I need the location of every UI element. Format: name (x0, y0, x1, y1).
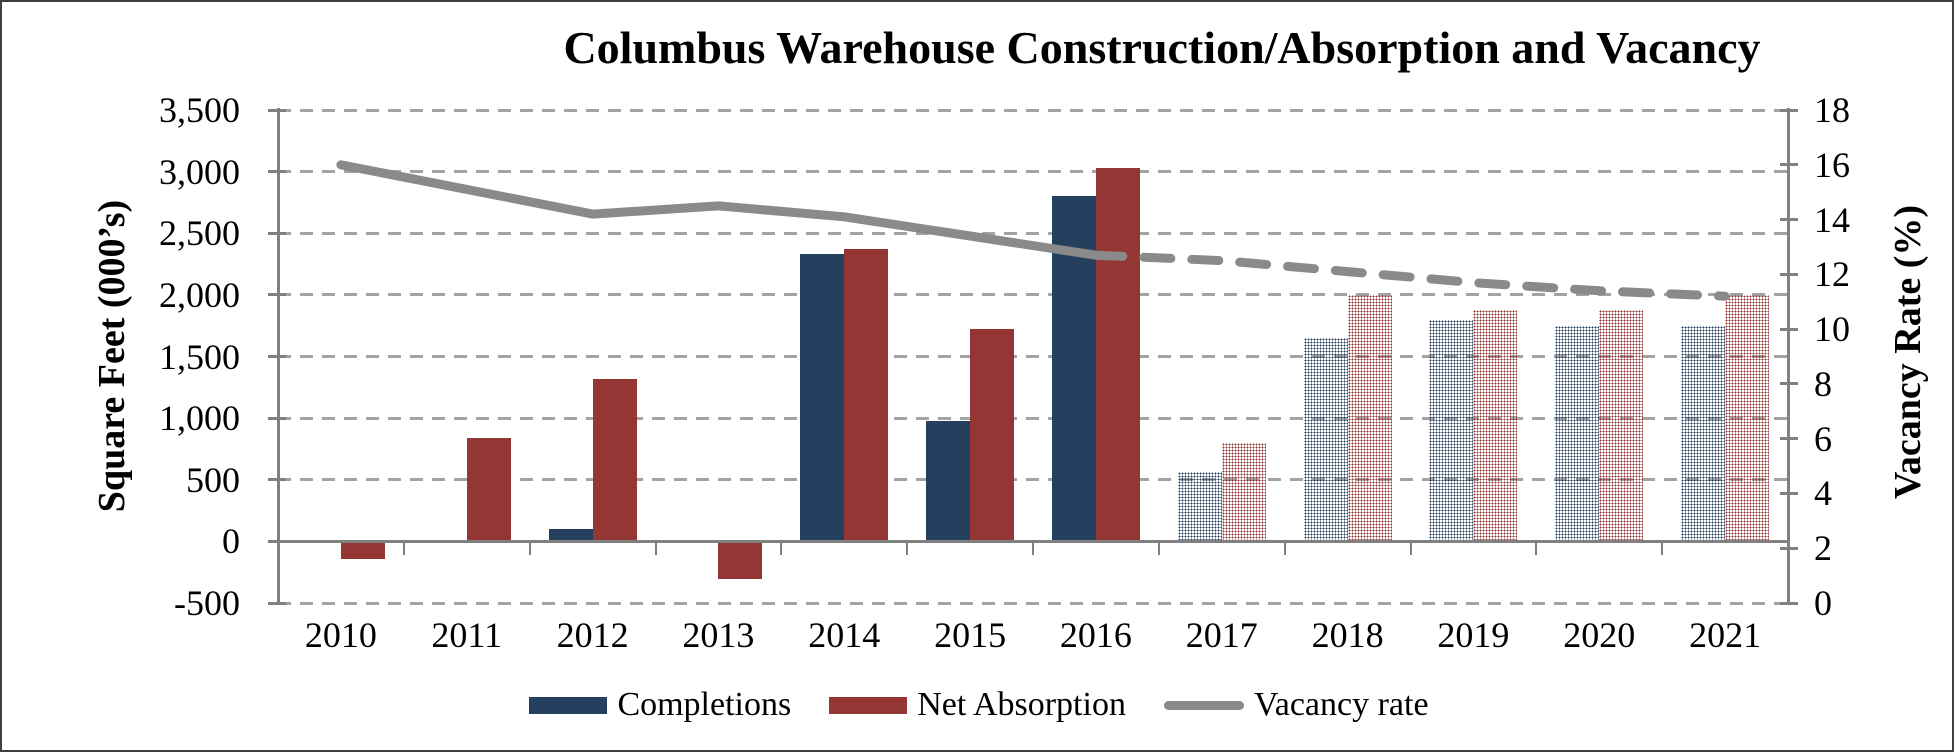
category-axis-tick (1787, 541, 1789, 556)
right-axis-tick-label: 8 (1814, 363, 1832, 404)
right-axis-tick-label: 16 (1814, 144, 1850, 185)
bar-completions-2015 (926, 420, 971, 542)
bar-net-absorption-2010 (340, 542, 385, 559)
category-axis-tick (1157, 541, 1160, 556)
legend: Completions Net Absorption Vacancy rate (432, 682, 1526, 728)
right-axis-tick-label: 6 (1814, 418, 1832, 459)
gridline (278, 601, 1788, 605)
category-axis-tick (906, 541, 909, 556)
left-axis-tick-label: 3,000 (159, 151, 240, 192)
category-axis-tick (1661, 541, 1664, 556)
left-axis-tick-label: 1,000 (159, 398, 240, 439)
bar-net-absorption-2016 (1095, 167, 1140, 542)
legend-item-net-absorption: Net Absorption (829, 686, 1126, 724)
bar-completions-2020 (1555, 325, 1600, 542)
bar-net-absorption-2017 (1221, 442, 1266, 542)
x-axis-year-label: 2015 (934, 615, 1007, 655)
net-absorption-swatch-icon (829, 696, 908, 714)
category-axis-tick (1409, 541, 1412, 556)
left-axis-tick-label: 1,500 (159, 336, 240, 377)
right-axis-tick-label: 14 (1814, 199, 1850, 240)
category-axis-tick (1032, 541, 1034, 556)
bar-net-absorption-2011 (466, 437, 511, 542)
category-axis-tick (654, 541, 657, 556)
category-axis-tick (1283, 541, 1286, 556)
bar-net-absorption-2021 (1725, 294, 1770, 542)
category-axis-tick (1535, 541, 1538, 556)
bar-net-absorption-2012 (592, 378, 637, 542)
left-axis-spine (276, 108, 280, 605)
legend-item-completions: Completions (529, 686, 791, 724)
gridline (278, 416, 1788, 420)
gridline (278, 355, 1788, 358)
bar-net-absorption-2014 (844, 249, 889, 542)
gridline (278, 108, 1788, 112)
left-axis-tick-label: 0 (222, 521, 240, 562)
left-axis-tick-label: 2,000 (159, 274, 240, 315)
left-axis-tick-label: 2,500 (159, 213, 240, 254)
x-axis-year-label: 2011 (431, 615, 503, 655)
gridline (278, 293, 1788, 297)
gridline (278, 478, 1788, 482)
legend-item-vacancy-rate: Vacancy rate (1163, 686, 1429, 724)
x-axis-year-label: 2019 (1437, 615, 1510, 655)
bar-completions-2021 (1681, 325, 1726, 542)
category-axis-tick (528, 541, 531, 556)
right-axis-tick-label: 0 (1814, 583, 1832, 623)
bar-completions-2017 (1177, 472, 1222, 542)
bar-completions-2014 (800, 254, 845, 542)
right-axis-tick-label: 2 (1814, 528, 1832, 569)
bar-completions-2012 (548, 529, 593, 542)
completions-swatch-icon (529, 696, 608, 714)
bar-net-absorption-2020 (1599, 309, 1644, 542)
legend-label-vacancy-rate: Vacancy rate (1253, 686, 1429, 723)
x-axis-year-label: 2013 (682, 615, 755, 655)
bar-net-absorption-2015 (970, 328, 1015, 542)
left-axis-tick-label: 500 (186, 459, 240, 500)
x-axis-year-label: 2010 (304, 615, 377, 655)
right-axis-tick-label: 18 (1814, 90, 1850, 130)
x-axis-year-label: 2020 (1563, 615, 1636, 655)
gridline (278, 170, 1788, 174)
category-axis-tick (402, 541, 405, 556)
x-axis-year-label: 2017 (1185, 615, 1258, 655)
x-axis-year-label: 2016 (1059, 615, 1132, 655)
x-axis-year-label: 2018 (1311, 615, 1384, 655)
left-axis-tick-label: 3,500 (159, 90, 240, 130)
right-axis-spine (1786, 108, 1790, 605)
chart-title: Columbus Warehouse Construction/Absorpti… (563, 22, 1761, 73)
legend-label-completions: Completions (617, 686, 792, 723)
right-axis-tick-label: 12 (1814, 254, 1850, 295)
category-axis-tick (277, 541, 279, 556)
vacancy-line-forecast (1091, 250, 1730, 301)
right-axis-tick-label: 4 (1814, 473, 1832, 514)
vacancy-rate-line-swatch-icon (1163, 700, 1244, 710)
x-axis-year-label: 2014 (808, 615, 881, 655)
x-axis-year-label: 2021 (1689, 615, 1762, 655)
x-axis-year-label: 2012 (556, 615, 629, 655)
bar-completions-2018 (1303, 338, 1348, 542)
left-axis-tick-label: -500 (174, 583, 240, 623)
legend-label-net-absorption: Net Absorption (917, 686, 1126, 723)
category-axis-tick (780, 541, 783, 556)
bar-completions-2019 (1429, 319, 1474, 542)
vacancy-line-historical (336, 160, 1101, 260)
right-axis-tick-label: 10 (1814, 309, 1850, 350)
bar-net-absorption-2019 (1473, 309, 1518, 542)
bar-net-absorption-2013 (718, 542, 763, 579)
gridline (278, 231, 1788, 235)
bar-net-absorption-2018 (1347, 294, 1392, 542)
